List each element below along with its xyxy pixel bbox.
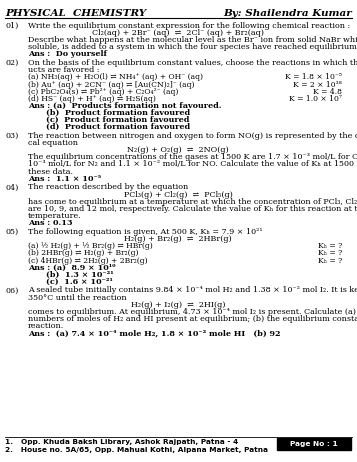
Text: 05): 05) (5, 228, 18, 236)
Text: (b) Au⁺ (aq) + 2CN⁻ (aq) ⇌ [Au(CN)₂]⁻ (aq): (b) Au⁺ (aq) + 2CN⁻ (aq) ⇌ [Au(CN)₂]⁻ (a… (28, 80, 195, 89)
Text: By: Shailendra Kumar: By: Shailendra Kumar (223, 9, 352, 18)
Text: H₂(g) + I₂(g)  ⇌  2HI(g): H₂(g) + I₂(g) ⇌ 2HI(g) (131, 301, 225, 309)
Text: Ans : (a)  Products formation not favoured.: Ans : (a) Products formation not favoure… (28, 102, 221, 110)
Text: Kₕ = ?: Kₕ = ? (318, 249, 342, 257)
Text: K = 1.0 × 10⁷: K = 1.0 × 10⁷ (289, 95, 342, 103)
Text: ucts are favored :: ucts are favored : (28, 66, 100, 74)
Text: 06): 06) (5, 286, 18, 294)
Text: cal equation: cal equation (28, 139, 78, 147)
Text: Ans :  (a) 7.4 × 10⁻⁴ mole H₂, 1.8 × 10⁻² mole HI   (b) 92: Ans : (a) 7.4 × 10⁻⁴ mole H₂, 1.8 × 10⁻²… (28, 329, 281, 338)
Text: Page No : 1: Page No : 1 (290, 441, 338, 447)
Text: Cl₂(aq) + 2Br⁻ (aq)  ⇌  2Cl⁻ (aq) + Br₂(aq): Cl₂(aq) + 2Br⁻ (aq) ⇌ 2Cl⁻ (aq) + Br₂(aq… (92, 29, 264, 37)
Text: 350°C until the reaction: 350°C until the reaction (28, 294, 127, 302)
Text: comes to equilibrium. At equilibrium, 4.73 × 10⁻⁴ mol I₂ is present. Calculate (: comes to equilibrium. At equilibrium, 4.… (28, 308, 357, 316)
Text: K = 2 × 10³⁸: K = 2 × 10³⁸ (293, 80, 342, 89)
Text: Kₕ = ?: Kₕ = ? (318, 257, 342, 265)
Text: are 10, 9, and 12 mol, respectively. Calculate the value of Kₕ for this reaction: are 10, 9, and 12 mol, respectively. Cal… (28, 205, 357, 213)
Text: (c)  1.6 × 10⁻²¹: (c) 1.6 × 10⁻²¹ (46, 278, 113, 286)
Text: 04): 04) (5, 183, 18, 191)
Text: Write the equilibrium constant expression for the following chemical reaction :: Write the equilibrium constant expressio… (28, 22, 350, 30)
Text: A sealed tube initially contains 9.84 × 10⁻⁴ mol H₂ and 1.38 × 10⁻² mol I₂. It i: A sealed tube initially contains 9.84 × … (28, 286, 357, 294)
Text: Describe what happens at the molecular level as the Br⁻ ion from solid NaBr whic: Describe what happens at the molecular l… (28, 36, 357, 44)
Text: (b)  Product formation favoured: (b) Product formation favoured (46, 109, 190, 117)
Text: (a) ½ H₂(g) + ½ Br₂(g) ⇌ HBr(g): (a) ½ H₂(g) + ½ Br₂(g) ⇌ HBr(g) (28, 242, 153, 250)
Text: 02): 02) (5, 59, 18, 67)
Text: soluble, is added to a system in which the four species have reached equilibrium: soluble, is added to a system in which t… (28, 43, 357, 51)
Text: these data.: these data. (28, 168, 73, 176)
Text: 2.   House no. 5A/65, Opp. Mahual Kothi, Alpana Market, Patna: 2. House no. 5A/65, Opp. Mahual Kothi, A… (5, 447, 268, 453)
Text: (d)  Product formation favoured: (d) Product formation favoured (46, 123, 190, 131)
Text: H₂(g) + Br₂(g)  ⇌  2HBr(g): H₂(g) + Br₂(g) ⇌ 2HBr(g) (124, 235, 232, 243)
Text: (d) HS⁻ (aq) + H⁺ (aq) ⇌ H₂S(aq): (d) HS⁻ (aq) + H⁺ (aq) ⇌ H₂S(aq) (28, 95, 156, 103)
Text: K = 1.8 × 10⁻⁵: K = 1.8 × 10⁻⁵ (285, 73, 342, 81)
Text: Ans : 0.13: Ans : 0.13 (28, 219, 72, 227)
Text: (b)  1.3 × 10⁻²¹: (b) 1.3 × 10⁻²¹ (46, 271, 114, 279)
Text: (c)  Product formation favoured: (c) Product formation favoured (46, 116, 189, 124)
Text: temperature.: temperature. (28, 212, 82, 220)
Text: Kₕ = ?: Kₕ = ? (318, 242, 342, 250)
Text: 01): 01) (5, 22, 18, 30)
Text: 1.   Opp. Khuda Baksh Library, Ashok Rajpath, Patna - 4: 1. Opp. Khuda Baksh Library, Ashok Rajpa… (5, 439, 238, 445)
Text: The reaction described by the equation: The reaction described by the equation (28, 183, 188, 191)
Text: 03): 03) (5, 132, 18, 140)
Text: N₂(g) + O₂(g)  ⇌  2NO(g): N₂(g) + O₂(g) ⇌ 2NO(g) (127, 146, 229, 154)
Text: K = 4.8: K = 4.8 (313, 88, 342, 96)
Text: numbers of moles of H₂ and HI present at equilibrium; (b) the equilibrium consta: numbers of moles of H₂ and HI present at… (28, 315, 357, 323)
Text: (a) NH₃(aq) + H₂O(l) ⇌ NH₄⁺ (aq) + OH⁻ (aq): (a) NH₃(aq) + H₂O(l) ⇌ NH₄⁺ (aq) + OH⁻ (… (28, 73, 203, 81)
Text: Ans :  1.1 × 10⁻⁵: Ans : 1.1 × 10⁻⁵ (28, 175, 101, 183)
Text: (b) 2HBr(g) ⇌ H₂(g) + Br₂(g): (b) 2HBr(g) ⇌ H₂(g) + Br₂(g) (28, 249, 139, 257)
Text: 10⁻³ mol/L for N₂ and 1.1 × 10⁻² mol/L for NO. Calculate the value of Kₕ at 1500: 10⁻³ mol/L for N₂ and 1.1 × 10⁻² mol/L f… (28, 160, 357, 169)
Text: On the basis of the equilibrium constant values, choose the reactions in which t: On the basis of the equilibrium constant… (28, 59, 357, 67)
Text: The following equation is given, At 500 K, Kₕ = 7.9 × 10²¹: The following equation is given, At 500 … (28, 228, 263, 236)
Text: PCl₃(g) + Cl₂(g)  ⇌  PCl₅(g): PCl₃(g) + Cl₂(g) ⇌ PCl₅(g) (124, 191, 232, 199)
Text: (c) 4HBr(g) ⇌ 2H₂(g) + 2Br₂(g): (c) 4HBr(g) ⇌ 2H₂(g) + 2Br₂(g) (28, 257, 148, 265)
Text: The reaction between nitrogen and oxygen to form NO(g) is represented by the che: The reaction between nitrogen and oxygen… (28, 132, 357, 140)
Text: Ans :  Do yourself: Ans : Do yourself (28, 50, 107, 58)
Text: has come to equilibrium at a temperature at which the concentration of PCl₃, Cl₂: has come to equilibrium at a temperature… (28, 198, 357, 206)
Text: PHYSICAL  CHEMISTRY: PHYSICAL CHEMISTRY (5, 9, 146, 18)
Text: (c) PbC₂O₄(s) ⇌ Pb²⁺ (aq) + C₂O₄²⁻ (aq): (c) PbC₂O₄(s) ⇌ Pb²⁺ (aq) + C₂O₄²⁻ (aq) (28, 88, 178, 96)
Bar (277, 438, 351, 450)
Text: The equilibrium concentrations of the gases at 1500 K are 1.7 × 10⁻³ mol/L for O: The equilibrium concentrations of the ga… (28, 153, 357, 161)
Text: Ans : (a)  8.9 × 10¹⁰: Ans : (a) 8.9 × 10¹⁰ (28, 264, 116, 272)
Text: reaction.: reaction. (28, 322, 64, 330)
